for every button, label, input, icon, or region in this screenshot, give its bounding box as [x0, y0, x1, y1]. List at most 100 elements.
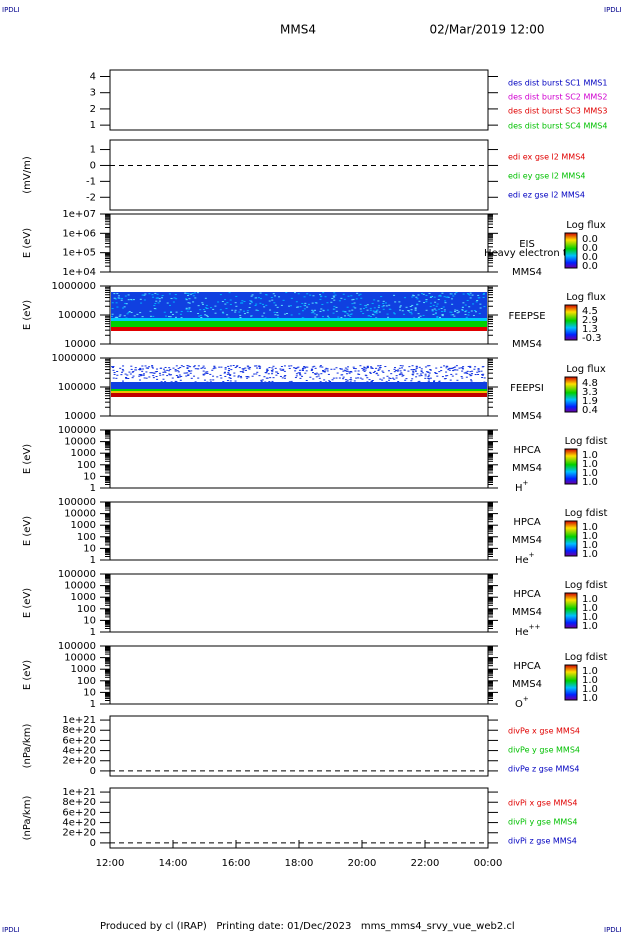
spectrogram-speckle [476, 300, 479, 302]
spectrogram-speckle [390, 373, 393, 375]
spectrogram-speckle [236, 365, 239, 367]
spectrogram-speckle [193, 292, 196, 294]
spectrogram-speckle [238, 311, 241, 313]
spectrogram-speckle [306, 306, 309, 308]
spectrogram-speckle [373, 299, 376, 301]
spectrogram-speckle [303, 366, 306, 368]
spectrogram-speckle [294, 370, 297, 372]
spectrogram-speckle [209, 381, 212, 383]
spectrogram-speckle [136, 313, 139, 315]
spectrogram-speckle [412, 374, 415, 376]
spectrogram-speckle [401, 310, 404, 312]
spectrogram-speckle [414, 307, 417, 309]
spectrogram-speckle [331, 379, 334, 381]
spectrogram-speckle [467, 293, 470, 295]
spectrogram-speckle [410, 313, 413, 315]
y-tick-label: 10000 [64, 581, 96, 592]
x-tick-label: 14:00 [159, 858, 188, 869]
spectrogram-speckle [258, 367, 261, 369]
spectrogram-speckle [204, 314, 207, 316]
spectrogram-speckle [366, 365, 369, 367]
instrument-label: FEEPSE [508, 311, 545, 322]
spectrogram-speckle [186, 365, 189, 367]
spectrogram-speckle [333, 292, 336, 294]
spectrogram-speckle [397, 369, 400, 371]
y-tick-label: 8e+20 [62, 725, 96, 736]
spectrogram-speckle [386, 375, 389, 377]
spectrogram-speckle [274, 367, 277, 369]
spectrogram-speckle [260, 380, 263, 382]
spectrogram-speckle [474, 311, 477, 313]
spectrogram-speckle [224, 368, 227, 370]
spectrogram-speckle [384, 366, 387, 368]
spectrogram-speckle [462, 366, 465, 368]
spectrogram-speckle [377, 300, 380, 302]
spectrogram-speckle [295, 301, 298, 303]
spectrogram-speckle [375, 312, 378, 314]
spectrogram-speckle [466, 299, 469, 301]
spectrogram-speckle [228, 368, 231, 370]
spectrogram-speckle [444, 375, 447, 377]
spectrogram-speckle [343, 298, 346, 300]
spectrogram-speckle [409, 312, 412, 314]
panel-frame [109, 645, 489, 705]
y-tick-label: 1000000 [51, 281, 96, 292]
spectrogram-speckle [224, 303, 227, 305]
spectrogram-speckle [156, 293, 159, 295]
y-tick-label: 8e+20 [62, 797, 96, 808]
spectrogram-speckle [474, 366, 477, 368]
spectrogram-speckle [229, 374, 232, 376]
spectrogram-speckle [440, 370, 443, 372]
spectrogram-speckle [149, 315, 152, 317]
spectrogram-speckle [332, 377, 335, 379]
spectrogram-speckle [399, 306, 402, 308]
spectrogram-speckle [469, 297, 472, 299]
spectrogram-speckle [198, 315, 201, 317]
spectrogram-speckle [174, 369, 177, 371]
spectrogram-speckle [478, 297, 481, 299]
spectrogram-speckle [393, 378, 396, 380]
spectrogram-speckle [158, 298, 161, 300]
spectrogram-speckle [369, 371, 372, 373]
spectrogram-speckle [343, 315, 346, 317]
spectrogram-speckle [420, 371, 423, 373]
spectrogram-speckle [185, 298, 188, 300]
spacecraft-label: MMS4 [512, 339, 542, 350]
spectrogram-speckle [116, 374, 119, 376]
spectrogram-speckle [119, 314, 122, 316]
spectrogram-speckle [243, 313, 246, 315]
spectrogram-speckle [477, 294, 480, 296]
spectrogram-speckle [388, 304, 391, 306]
spectrogram-speckle [469, 365, 472, 367]
spectrogram-speckle [436, 316, 439, 318]
spectrogram-speckle [425, 309, 428, 311]
spacecraft-label: MMS4 [512, 607, 542, 618]
spectrogram-speckle [344, 311, 347, 313]
legend-entry: divPi y gse MMS4 [508, 818, 577, 827]
spectrogram-speckle [130, 365, 133, 367]
spectrogram-speckle [362, 368, 365, 370]
spectrogram-speckle [219, 309, 222, 311]
spectrogram-speckle [434, 312, 437, 314]
spectrogram-speckle [428, 365, 431, 367]
spectrogram-speckle [201, 367, 204, 369]
spectrogram-speckle [469, 371, 472, 373]
spectrogram-speckle [247, 367, 250, 369]
spectrogram-speckle [180, 317, 183, 319]
spectrogram-speckle [434, 301, 437, 303]
spectrogram-speckle [242, 368, 245, 370]
spectrogram-speckle [211, 369, 214, 371]
spectrogram-speckle [320, 296, 323, 298]
spectrogram-speckle [443, 365, 446, 367]
spectrogram-speckle [142, 374, 145, 376]
spectrogram-speckle [206, 307, 209, 309]
spectrogram-speckle [352, 306, 355, 308]
colorbar-tick-label: 1.0 [582, 603, 598, 614]
spectrogram-speckle [111, 315, 114, 317]
spectrogram-speckle [376, 309, 379, 311]
spectrogram-speckle [481, 377, 484, 379]
spectrogram-speckle [461, 309, 464, 311]
spectrogram-speckle [298, 369, 301, 371]
spectrogram-speckle [241, 300, 244, 302]
colorbar [564, 448, 578, 485]
